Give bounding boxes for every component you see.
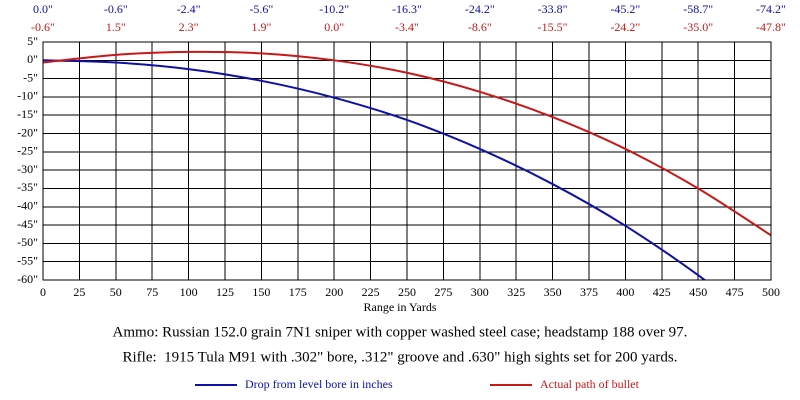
value-label: -24.2" bbox=[610, 20, 640, 34]
value-label: -16.3" bbox=[392, 2, 422, 16]
y-tick-label: -40" bbox=[17, 199, 38, 213]
legend-label: Actual path of bullet bbox=[540, 377, 640, 391]
y-tick-label: -60" bbox=[17, 272, 38, 286]
data-line bbox=[43, 50, 771, 237]
value-label: -33.8" bbox=[538, 2, 568, 16]
x-tick-label: 275 bbox=[434, 285, 452, 299]
y-tick-label: -30" bbox=[17, 162, 38, 176]
x-tick-label: 325 bbox=[507, 285, 525, 299]
y-tick-label: -20" bbox=[17, 125, 38, 139]
value-label: -74.2" bbox=[756, 2, 786, 16]
value-label: -58.7" bbox=[683, 2, 713, 16]
x-tick-label: 200 bbox=[325, 285, 343, 299]
x-tick-label: 175 bbox=[289, 285, 307, 299]
legend-label: Drop from level bore in inches bbox=[245, 377, 393, 391]
x-tick-label: 0 bbox=[40, 285, 46, 299]
x-tick-label: 125 bbox=[216, 285, 234, 299]
value-label: 1.5" bbox=[106, 20, 126, 34]
y-tick-label: -15" bbox=[17, 107, 38, 121]
value-label: 1.9" bbox=[251, 20, 271, 34]
x-tick-label: 100 bbox=[180, 285, 198, 299]
x-tick-label: 300 bbox=[471, 285, 489, 299]
value-label: -3.4" bbox=[395, 20, 419, 34]
x-tick-label: 25 bbox=[73, 285, 85, 299]
value-label: -45.2" bbox=[610, 2, 640, 16]
x-tick-label: 50 bbox=[110, 285, 122, 299]
value-label: -8.6" bbox=[468, 20, 492, 34]
value-label: -0.6" bbox=[31, 20, 55, 34]
y-tick-label: -25" bbox=[17, 144, 38, 158]
value-label: -0.6" bbox=[104, 2, 128, 16]
x-tick-label: 375 bbox=[580, 285, 598, 299]
y-tick-label: -55" bbox=[17, 253, 38, 267]
value-label: -5.6" bbox=[249, 2, 273, 16]
x-tick-label: 150 bbox=[252, 285, 270, 299]
annotation: Rifle: 1915 Tula M91 with .302" bore, .3… bbox=[122, 349, 677, 365]
x-tick-label: 425 bbox=[653, 285, 671, 299]
y-tick-label: -5" bbox=[23, 70, 38, 84]
x-axis-label: Range in Yards bbox=[363, 300, 436, 314]
y-tick-label: -50" bbox=[17, 235, 38, 249]
value-label: 0.0" bbox=[324, 20, 344, 34]
annotation: Ammo: Russian 152.0 grain 7N1 sniper wit… bbox=[113, 324, 688, 340]
x-tick-label: 225 bbox=[362, 285, 380, 299]
x-tick-label: 250 bbox=[398, 285, 416, 299]
value-label: -24.2" bbox=[465, 2, 495, 16]
x-tick-label: 400 bbox=[616, 285, 634, 299]
value-label: -10.2" bbox=[319, 2, 349, 16]
value-label: -35.0" bbox=[683, 20, 713, 34]
x-tick-label: 500 bbox=[762, 285, 780, 299]
data-line bbox=[43, 59, 707, 280]
value-label: -15.5" bbox=[538, 20, 568, 34]
y-tick-label: 5" bbox=[27, 34, 38, 48]
y-tick-label: -10" bbox=[17, 89, 38, 103]
x-tick-label: 450 bbox=[689, 285, 707, 299]
value-label: 0.0" bbox=[33, 2, 53, 16]
value-label: 2.3" bbox=[179, 20, 199, 34]
value-label: -2.4" bbox=[177, 2, 201, 16]
plot-border bbox=[42, 41, 772, 281]
y-tick-label: -45" bbox=[17, 217, 38, 231]
x-tick-label: 75 bbox=[146, 285, 158, 299]
y-tick-label: 0" bbox=[27, 52, 38, 66]
x-tick-label: 350 bbox=[544, 285, 562, 299]
x-tick-label: 475 bbox=[726, 285, 744, 299]
y-tick-label: -35" bbox=[17, 180, 38, 194]
value-label: -47.8" bbox=[756, 20, 786, 34]
